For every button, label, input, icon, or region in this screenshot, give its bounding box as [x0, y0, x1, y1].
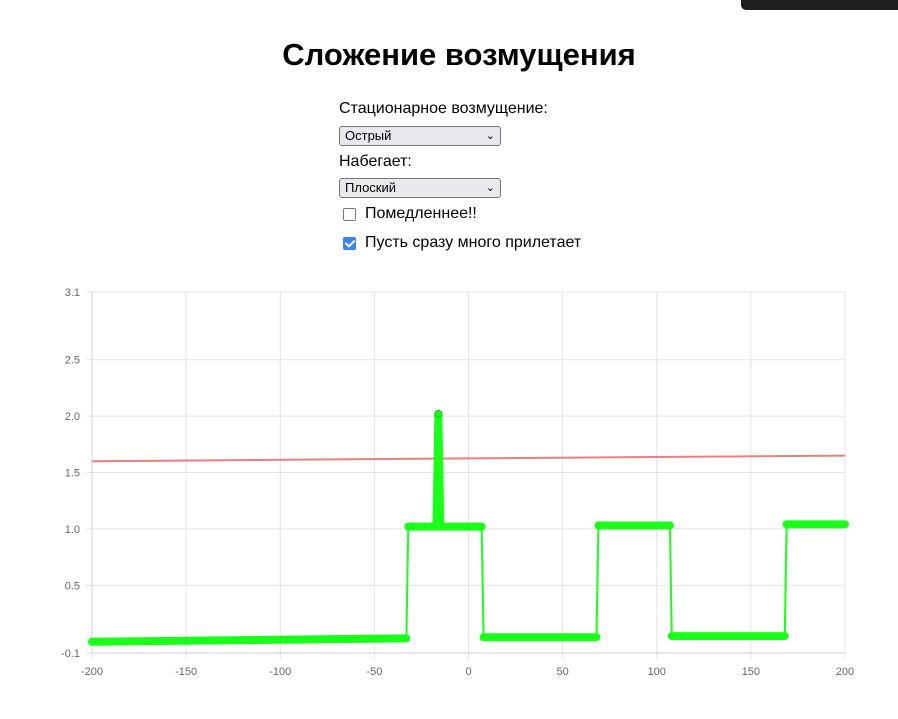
x-tick-label: -150: [175, 666, 197, 678]
y-tick-label: 2.0: [65, 411, 80, 423]
x-tick-label: -200: [81, 666, 103, 678]
perturbation-chart: -200 -150 -100 -50 0 50 100 150 200 -0.1 0.5 1.0 1.5…: [61, 287, 854, 678]
y-tick-label: 0.5: [65, 580, 80, 592]
x-tick-label: 0: [465, 666, 471, 678]
stationary-select-value: Острый: [345, 128, 392, 143]
series-band-1: [88, 634, 411, 646]
slower-checkbox-label: Помедленнее!!: [365, 205, 477, 222]
series-band-1: [404, 413, 486, 531]
incoming-label: Набегает:: [339, 153, 412, 170]
window-corner-bar: [741, 0, 898, 10]
y-tick-label: 2.5: [65, 355, 80, 367]
y-tick-label: 1.0: [65, 524, 80, 536]
x-tick-label: 150: [742, 666, 760, 678]
y-tick-label: -0.1: [61, 648, 80, 660]
x-tick-label: 100: [648, 666, 666, 678]
page-title: Сложение возмущения: [282, 37, 636, 72]
x-tick-label: -50: [366, 666, 382, 678]
series-line-0: [91, 454, 846, 463]
stationary-select[interactable]: Острый ⌄: [339, 126, 501, 146]
chevron-down-icon: ⌄: [485, 130, 495, 142]
many-checkbox[interactable]: [343, 236, 356, 250]
x-tick-label: -100: [269, 666, 291, 678]
chevron-down-icon: ⌄: [485, 182, 495, 194]
slower-checkbox-row[interactable]: Помедленнее!!: [342, 204, 477, 224]
x-tick-label: 50: [557, 666, 569, 678]
y-tick-label: 1.5: [65, 468, 80, 480]
slower-checkbox[interactable]: [343, 207, 356, 221]
many-checkbox-row[interactable]: Пусть сразу много прилетает: [342, 233, 581, 253]
incoming-select-value: Плоский: [345, 180, 397, 195]
y-tick-label: 3.1: [65, 287, 80, 299]
incoming-select[interactable]: Плоский ⌄: [339, 178, 501, 198]
stationary-label: Стационарное возмущение:: [339, 100, 548, 117]
x-tick-label: 200: [836, 666, 854, 678]
many-checkbox-label: Пусть сразу много прилетает: [365, 234, 582, 251]
series-marker-1: [434, 409, 443, 418]
